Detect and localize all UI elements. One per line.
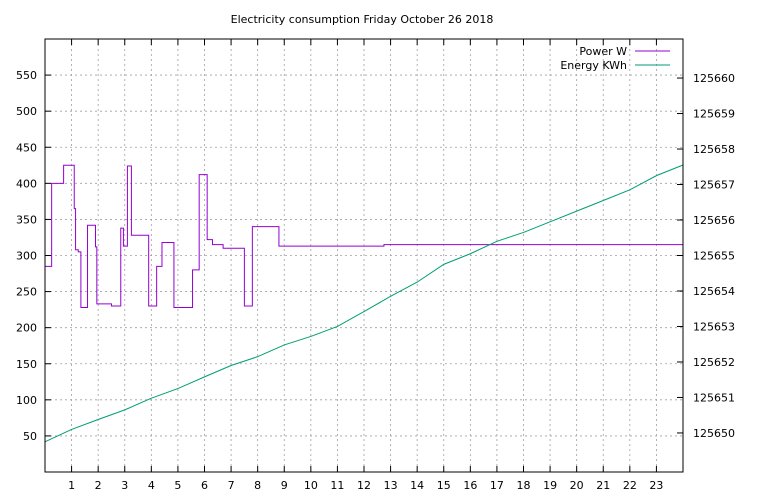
x-tick-label: 13 xyxy=(384,479,398,492)
x-tick-label: 1 xyxy=(68,479,75,492)
x-tick-label: 21 xyxy=(596,479,610,492)
y2-tick-label: 125654 xyxy=(693,285,735,298)
x-tick-label: 18 xyxy=(517,479,531,492)
x-tick-label: 2 xyxy=(95,479,102,492)
x-tick-label: 16 xyxy=(463,479,477,492)
legend-label-energy: Energy KWh xyxy=(560,59,627,72)
y-tick-label: 150 xyxy=(16,358,37,371)
y-tick-label: 300 xyxy=(16,250,37,263)
y2-tick-label: 125652 xyxy=(693,356,735,369)
x-tick-label: 10 xyxy=(304,479,318,492)
x-tick-label: 4 xyxy=(148,479,155,492)
x-tick-label: 12 xyxy=(357,479,371,492)
y2-tick-label: 125659 xyxy=(693,108,735,121)
y2-tick-label: 125658 xyxy=(693,143,735,156)
y-tick-label: 500 xyxy=(16,105,37,118)
y2-tick-label: 125656 xyxy=(693,214,735,227)
energy-series-line xyxy=(44,164,684,443)
y2-tick-label: 125655 xyxy=(693,250,735,263)
y-tick-label: 450 xyxy=(16,141,37,154)
x-tick-label: 17 xyxy=(490,479,504,492)
x-tick-label: 11 xyxy=(330,479,344,492)
series-layer xyxy=(44,164,684,443)
x-tick-label: 9 xyxy=(281,479,288,492)
y2-tick-label: 125650 xyxy=(693,427,735,440)
x-tick-label: 3 xyxy=(121,479,128,492)
x-tick-label: 14 xyxy=(410,479,424,492)
grid-layer xyxy=(45,39,683,472)
legend-label-power: Power W xyxy=(579,45,627,58)
x-tick-label: 19 xyxy=(543,479,557,492)
x-tick-label: 15 xyxy=(437,479,451,492)
y2-tick-label: 125657 xyxy=(693,179,735,192)
x-tick-label: 8 xyxy=(254,479,261,492)
y2-tick-label: 125651 xyxy=(693,391,735,404)
y-tick-label: 250 xyxy=(16,286,37,299)
y2-tick-label: 125660 xyxy=(693,72,735,85)
y-tick-label: 100 xyxy=(16,394,37,407)
y-tick-label: 350 xyxy=(16,213,37,226)
y-tick-label: 200 xyxy=(16,322,37,335)
y2-tick-label: 125653 xyxy=(693,320,735,333)
power-series-line xyxy=(45,164,683,308)
tick-layer: 1 2 3 4 5 6 7 8 9 10 11 12 13 14 15 16 17 18 19 20 21 22 23501… xyxy=(16,39,735,492)
y-tick-label: 550 xyxy=(16,69,37,82)
chart-title: Electricity consumption Friday October 2… xyxy=(231,13,494,26)
x-tick-label: 6 xyxy=(201,479,208,492)
x-tick-label: 7 xyxy=(228,479,235,492)
y-tick-label: 400 xyxy=(16,177,37,190)
x-tick-label: 22 xyxy=(623,479,637,492)
x-tick-label: 23 xyxy=(649,479,663,492)
y-tick-label: 50 xyxy=(23,430,37,443)
x-tick-label: 20 xyxy=(570,479,584,492)
x-tick-label: 5 xyxy=(174,479,181,492)
